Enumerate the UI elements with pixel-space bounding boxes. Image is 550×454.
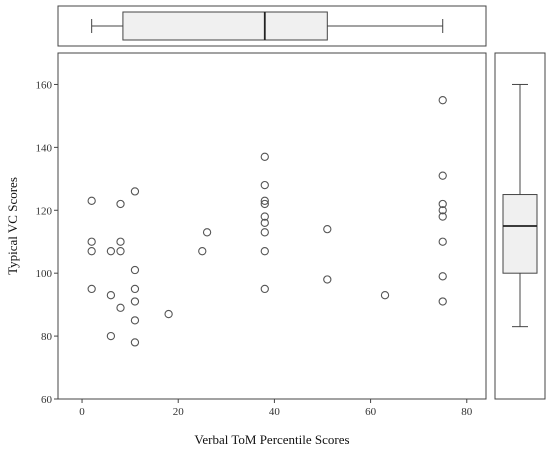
data-point bbox=[106, 331, 116, 341]
x-tick-label: 40 bbox=[269, 406, 281, 418]
data-point bbox=[87, 284, 96, 294]
y-tick-label: 60 bbox=[41, 394, 53, 406]
data-point bbox=[260, 247, 269, 256]
data-point bbox=[260, 196, 269, 205]
data-point bbox=[130, 338, 140, 347]
data-point bbox=[202, 228, 212, 237]
data-point bbox=[106, 247, 116, 256]
data-point bbox=[260, 199, 269, 209]
x-tick-label: 20 bbox=[173, 406, 185, 418]
y-axis-ticks: 60 80 100 120 140 160 bbox=[36, 79, 58, 406]
data-point bbox=[438, 96, 447, 105]
x-boxplot bbox=[91, 11, 444, 41]
data-point bbox=[438, 297, 447, 306]
data-point bbox=[130, 265, 140, 275]
data-point bbox=[438, 237, 447, 246]
y-boxplot-panel bbox=[494, 52, 546, 400]
data-point bbox=[380, 291, 390, 300]
data-point bbox=[323, 275, 332, 284]
data-point bbox=[130, 284, 140, 294]
y-box-iqr bbox=[502, 194, 538, 274]
y-tick-label: 80 bbox=[41, 331, 53, 343]
data-point bbox=[87, 196, 96, 205]
data-point bbox=[106, 291, 116, 300]
y-boxplot bbox=[502, 83, 538, 328]
data-point bbox=[116, 247, 125, 256]
y-tick-label: 140 bbox=[36, 142, 53, 154]
data-point bbox=[260, 180, 269, 190]
data-point bbox=[438, 272, 447, 281]
data-point bbox=[438, 212, 447, 221]
data-point bbox=[438, 171, 447, 180]
y-tick-label: 100 bbox=[36, 268, 53, 280]
x-tick-label: 80 bbox=[461, 406, 473, 418]
data-point bbox=[130, 187, 140, 196]
data-points bbox=[87, 96, 447, 347]
data-point bbox=[260, 284, 269, 294]
data-point bbox=[130, 297, 140, 306]
data-point bbox=[87, 237, 96, 246]
x-tick-label: 60 bbox=[365, 406, 377, 418]
x-tick-label: 0 bbox=[79, 406, 85, 418]
data-point bbox=[260, 212, 269, 221]
y-tick-label: 120 bbox=[36, 205, 53, 217]
x-boxplot-panel bbox=[57, 5, 487, 47]
y-tick-label: 160 bbox=[36, 79, 53, 91]
x-box-iqr bbox=[122, 11, 328, 41]
data-point bbox=[116, 303, 125, 312]
data-point bbox=[87, 247, 96, 256]
data-point bbox=[260, 152, 269, 161]
x-axis-title: Verbal ToM Percentile Scores bbox=[194, 432, 349, 447]
data-point bbox=[164, 309, 173, 319]
y-axis-title: Typical VC Scores bbox=[5, 177, 20, 275]
plot-frame bbox=[57, 52, 487, 400]
data-point bbox=[260, 228, 269, 237]
plot-area: 0 20 40 60 80 60 80 100 120 140 160 bbox=[36, 52, 487, 418]
data-point bbox=[116, 199, 125, 209]
data-point bbox=[116, 237, 125, 246]
data-point bbox=[130, 316, 140, 325]
x-axis-ticks: 0 20 40 60 80 bbox=[79, 399, 473, 418]
data-point bbox=[323, 224, 332, 234]
data-point bbox=[438, 206, 447, 215]
data-point bbox=[198, 247, 207, 256]
data-point bbox=[260, 218, 269, 228]
data-point bbox=[438, 199, 447, 209]
